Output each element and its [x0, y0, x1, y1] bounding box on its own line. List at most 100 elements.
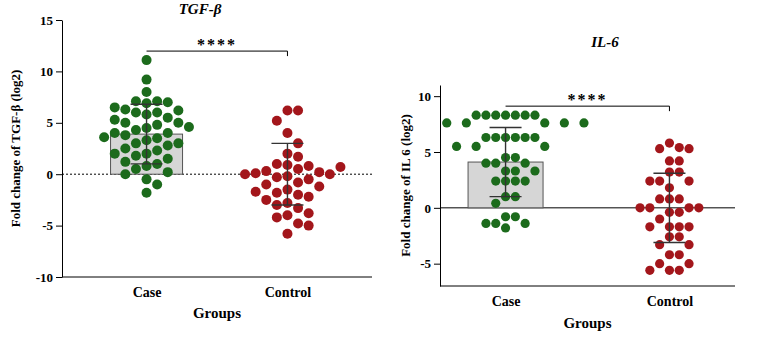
point — [645, 266, 654, 275]
point — [452, 142, 461, 151]
point — [163, 128, 173, 138]
point — [163, 140, 173, 150]
point — [131, 108, 141, 118]
point — [511, 153, 520, 162]
point — [272, 188, 282, 198]
point — [665, 156, 674, 165]
x-axis-line — [440, 286, 735, 287]
y-tick-mark — [434, 264, 440, 265]
point — [293, 190, 303, 200]
y-tick: -5 — [420, 256, 440, 271]
error-cap — [653, 242, 685, 243]
y-tick-label: 10 — [418, 89, 431, 104]
point — [491, 111, 500, 120]
point — [142, 188, 152, 198]
point — [120, 157, 130, 167]
point — [521, 176, 530, 185]
point — [251, 168, 261, 178]
y-tick-label: 5 — [47, 115, 54, 130]
point — [521, 219, 530, 228]
point — [511, 133, 520, 142]
error-bar — [653, 173, 685, 242]
y-tick-label: -5 — [42, 218, 53, 233]
x-axis-title: Groups — [563, 315, 611, 331]
point — [655, 176, 664, 185]
point — [120, 130, 130, 140]
point — [314, 167, 324, 177]
point — [521, 133, 530, 142]
x-axis-title: Groups — [193, 305, 241, 321]
point — [131, 164, 141, 174]
point — [293, 105, 303, 115]
point — [304, 192, 314, 202]
point — [501, 111, 510, 120]
error-cap — [490, 196, 522, 197]
y-tick: 0 — [425, 200, 441, 215]
point — [694, 203, 703, 212]
error-cap — [271, 143, 303, 144]
point — [481, 159, 490, 168]
x-tick: Case — [133, 277, 162, 300]
point — [655, 194, 664, 203]
point — [152, 179, 162, 189]
point — [272, 172, 282, 182]
point — [665, 266, 674, 275]
y-tick-mark — [434, 96, 440, 97]
x-tick-label: Control — [647, 294, 694, 309]
y-tick: 15 — [40, 13, 62, 28]
point — [184, 122, 194, 132]
point — [540, 118, 549, 127]
point — [665, 138, 674, 147]
point — [261, 179, 271, 189]
point — [110, 115, 120, 125]
point — [163, 97, 173, 107]
point — [530, 166, 539, 175]
point — [304, 221, 314, 231]
point — [152, 133, 162, 143]
point — [655, 259, 664, 268]
point — [142, 87, 152, 97]
point — [675, 156, 684, 165]
point — [261, 166, 271, 176]
point — [131, 151, 141, 161]
point — [304, 161, 314, 171]
point — [163, 167, 173, 177]
point — [501, 212, 510, 221]
point — [240, 169, 250, 179]
point — [131, 125, 141, 135]
point — [481, 219, 490, 228]
point — [675, 168, 684, 177]
point — [491, 159, 500, 168]
y-tick: -10 — [36, 270, 62, 285]
point — [142, 174, 152, 184]
point — [110, 149, 120, 159]
point — [173, 105, 183, 115]
point — [293, 152, 303, 162]
point — [472, 111, 481, 120]
point — [142, 55, 152, 65]
point — [491, 219, 500, 228]
error-cap — [131, 163, 163, 164]
point — [675, 250, 684, 259]
x-axis-line — [62, 277, 372, 278]
point — [293, 164, 303, 174]
point — [293, 219, 303, 229]
y-tick-label: 5 — [425, 145, 432, 160]
point — [675, 222, 684, 231]
point — [282, 128, 292, 138]
point — [120, 169, 130, 179]
y-axis-line — [62, 21, 63, 278]
plot-marks — [99, 55, 345, 239]
y-tick-mark — [56, 277, 62, 278]
point — [684, 144, 693, 153]
point — [173, 118, 183, 128]
point — [684, 203, 693, 212]
point — [560, 118, 569, 127]
point — [665, 250, 674, 259]
point — [684, 176, 693, 185]
point — [335, 162, 345, 172]
error-stem — [669, 173, 670, 242]
point — [163, 154, 173, 164]
y-tick-label: 0 — [425, 200, 432, 215]
point — [163, 113, 173, 123]
